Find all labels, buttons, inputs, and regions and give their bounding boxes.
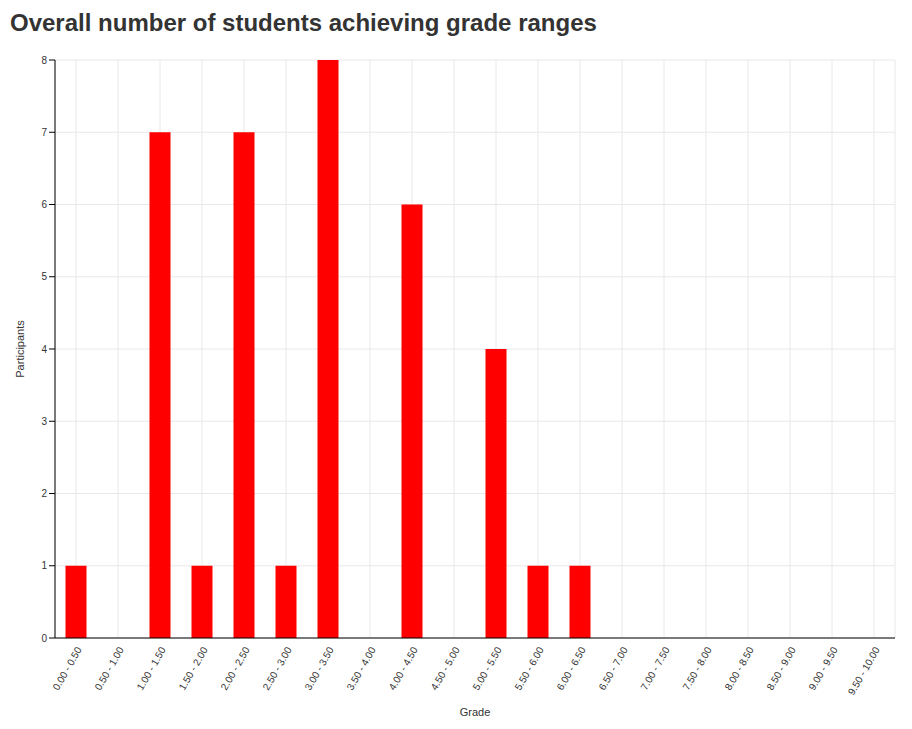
svg-text:5.50 - 6.00: 5.50 - 6.00 bbox=[512, 645, 546, 692]
svg-text:2.00 - 2.50: 2.00 - 2.50 bbox=[218, 645, 252, 692]
svg-text:0: 0 bbox=[41, 633, 47, 644]
svg-text:7.00 - 7.50: 7.00 - 7.50 bbox=[638, 645, 672, 692]
html-text:Overall number of students ach: Overall number of students achieving gra… bbox=[10, 9, 597, 36]
svg-text:2.50 - 3.00: 2.50 - 3.00 bbox=[260, 645, 294, 692]
svg-text:8: 8 bbox=[41, 55, 47, 66]
svg-text:1.50 - 2.00: 1.50 - 2.00 bbox=[176, 645, 210, 692]
svg-text:4.00 - 4.50: 4.00 - 4.50 bbox=[386, 645, 420, 692]
svg-text:9.00 - 9.50: 9.00 - 9.50 bbox=[806, 645, 840, 692]
svg-text:8.50 - 9.00: 8.50 - 9.00 bbox=[764, 645, 798, 692]
svg-text:5: 5 bbox=[41, 271, 47, 282]
svg-text:7: 7 bbox=[41, 127, 47, 138]
svg-text:8.00 - 8.50: 8.00 - 8.50 bbox=[722, 645, 756, 692]
svg-text:0.00 - 0.50: 0.00 - 0.50 bbox=[50, 645, 84, 692]
svg-text:4: 4 bbox=[41, 344, 47, 355]
svg-text:0.50 - 1.00: 0.50 - 1.00 bbox=[92, 645, 126, 692]
svg-text:2: 2 bbox=[41, 488, 47, 499]
svg-text:Participants: Participants bbox=[14, 320, 26, 378]
svg-text:4.50 - 5.00: 4.50 - 5.00 bbox=[428, 645, 462, 692]
svg-text:6: 6 bbox=[41, 199, 47, 210]
svg-text:3.50 - 4.00: 3.50 - 4.00 bbox=[344, 645, 378, 692]
svg-text:9.50 - 10.00: 9.50 - 10.00 bbox=[846, 645, 882, 697]
svg-text:5.00 - 5.50: 5.00 - 5.50 bbox=[470, 645, 504, 692]
svg-text:1: 1 bbox=[41, 560, 47, 571]
svg-text:Grade: Grade bbox=[460, 706, 491, 718]
svg-text:6.50 - 7.00: 6.50 - 7.00 bbox=[596, 645, 630, 692]
svg-text:3.00 - 3.50: 3.00 - 3.50 bbox=[302, 645, 336, 692]
svg-text:6.00 - 6.50: 6.00 - 6.50 bbox=[554, 645, 588, 692]
svg-text:7.50 - 8.00: 7.50 - 8.00 bbox=[680, 645, 714, 692]
svg-text:1.00 - 1.50: 1.00 - 1.50 bbox=[134, 645, 168, 692]
svg-text:3: 3 bbox=[41, 416, 47, 427]
